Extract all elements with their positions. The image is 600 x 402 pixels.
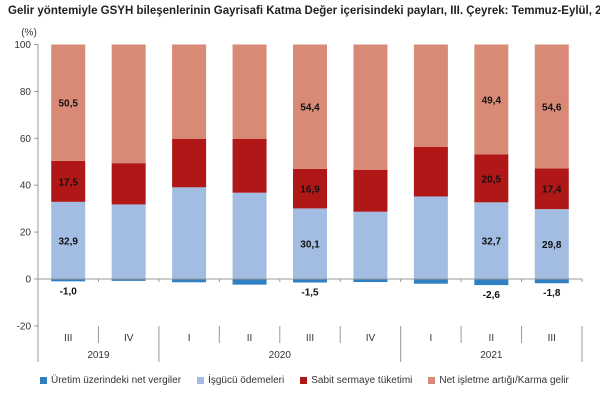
bar-segment [172,187,207,279]
data-label: 49,4 [482,95,502,106]
legend: Üretim üzerindeki net vergiler İşgücü öde… [40,375,569,386]
bar-segment [111,204,146,279]
bar-segment [474,154,509,203]
bar-segment [111,163,146,205]
bar-segment [413,279,448,284]
x-tick-label: I [188,333,191,344]
x-tick-label: II [247,333,253,344]
bar-segment [293,168,327,209]
bar-segment [534,168,569,210]
data-label: 20,5 [482,174,502,185]
bar-segment [293,44,327,169]
bar-segment [232,279,267,285]
data-label: 54,6 [542,102,562,113]
legend-item: Net işletme artığı/Karma gelir [428,375,569,386]
y-tick-label: -20 [17,321,32,332]
y-tick-label: 80 [20,87,32,98]
x-tick-label: IV [124,333,134,344]
data-label: -2,6 [483,290,501,301]
data-label: -1,0 [60,286,78,297]
bar-segment [51,160,86,202]
legend-swatch [40,377,47,384]
y-tick-label: 40 [20,181,32,192]
data-label: 32,9 [58,236,78,247]
bar-segment [474,279,509,286]
bar-segment [232,139,267,193]
y-axis-label: (%) [21,28,37,39]
bar-segment [413,196,448,279]
bar-segment [353,169,388,212]
legend-item: Üretim üzerindeki net vergiler [40,375,181,386]
bar-segment [353,44,388,170]
y-tick-label: 20 [20,228,32,239]
bar-segment [534,279,569,284]
bar-segment [534,209,569,279]
bar-segment [474,44,509,155]
bar-segment [474,202,509,279]
data-label: 16,9 [300,185,320,196]
bar-segment [232,44,267,140]
legend-label: Sabit sermaye tüketimi [311,375,413,386]
bar-segment [353,279,388,283]
bar-segment [51,201,86,279]
bar-segment [111,44,146,164]
x-tick-label: II [489,333,495,344]
legend-item: Sabit sermaye tüketimi [300,375,412,386]
bar-segment [232,192,267,279]
chart-title: Gelir yöntemiyle GSYH bileşenlerinin Gay… [8,5,600,17]
data-label: 54,4 [300,103,320,114]
legend-label: Net işletme artığı/Karma gelir [439,375,569,386]
data-label: 32,7 [482,237,502,248]
x-tick-label: I [429,333,432,344]
year-label: 2021 [480,350,503,361]
data-label: 29,8 [542,240,562,251]
data-label: -1,5 [301,288,319,299]
legend-label: Üretim üzerindeki net vergiler [51,375,182,386]
data-label: 17,5 [58,177,78,188]
bar-segment [111,279,146,281]
legend-item: İşgücü ödemeleri [197,375,284,386]
y-tick-label: 0 [25,275,31,286]
bar-segment [293,279,327,283]
bar-segment [51,279,86,282]
x-tick-label: IV [366,333,376,344]
legend-swatch [300,377,308,384]
data-label: 17,4 [542,185,562,196]
bar-segment [293,208,327,279]
data-label: 30,1 [300,240,320,251]
x-tick-label: III [64,333,72,344]
bar-segment [51,44,86,161]
data-label: 50,5 [58,99,78,110]
bar-segment [413,44,448,147]
x-tick-label: III [306,333,314,344]
year-label: 2019 [87,350,110,361]
bar-segment [534,44,569,169]
bar-segment [353,211,388,279]
bar-segment [172,139,207,188]
year-label: 2020 [269,350,292,361]
legend-swatch [428,377,436,384]
bar-segment [172,279,207,283]
y-tick-label: 100 [14,40,31,51]
x-tick-label: III [548,333,556,344]
data-label: -1,8 [543,288,561,299]
y-tick-label: 60 [20,134,32,145]
legend-swatch [197,377,205,384]
legend-label: İşgücü ödemeleri [208,375,285,386]
bar-segment [413,146,448,197]
bar-segment [172,44,207,140]
